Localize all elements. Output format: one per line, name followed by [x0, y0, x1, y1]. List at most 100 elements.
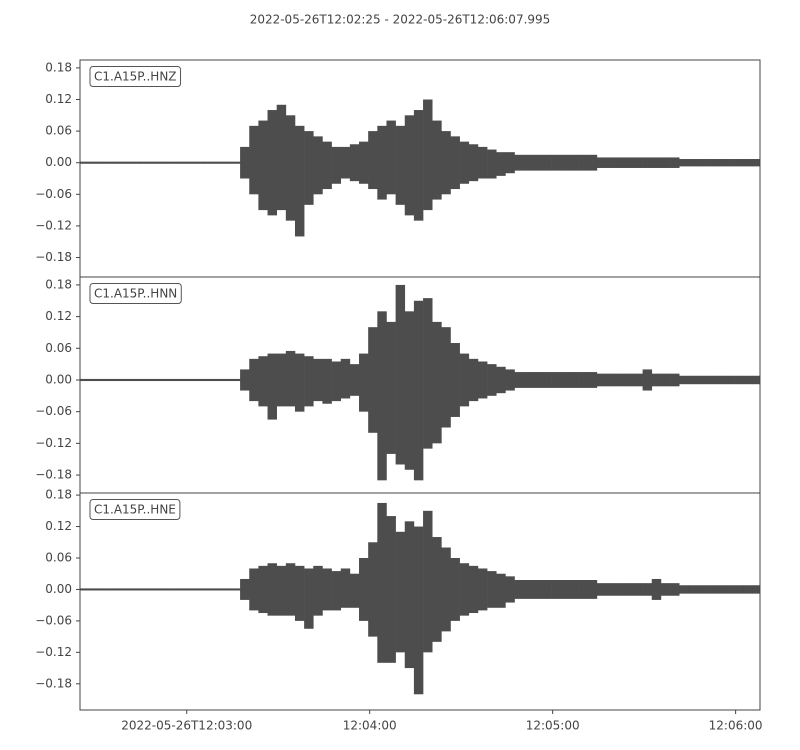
waveform-envelope [395, 125, 406, 205]
waveform-envelope [267, 563, 277, 616]
waveform-envelope [615, 373, 625, 387]
y-tick-label: 0.00 [45, 372, 72, 386]
waveform-envelope [93, 588, 104, 591]
waveform-envelope [322, 358, 332, 404]
y-tick-label: −0.06 [35, 404, 72, 418]
waveform-envelope [359, 353, 369, 412]
waveform-envelope [340, 358, 351, 399]
waveform-envelope [395, 531, 406, 653]
waveform-envelope [176, 378, 186, 382]
waveform-envelope [203, 588, 213, 591]
trace-label-box [89, 66, 182, 87]
waveform-envelope [697, 375, 707, 385]
trace-label: C1.A15P..HNE [94, 503, 176, 517]
waveform-envelope [368, 542, 378, 637]
waveform-envelope [551, 154, 561, 171]
waveform-envelope [368, 131, 378, 190]
waveform-envelope [102, 161, 113, 164]
waveform-envelope [230, 161, 241, 164]
waveform-envelope [322, 568, 332, 611]
waveform-envelope [276, 565, 287, 616]
waveform-envelope [240, 578, 250, 600]
trace-label-box [89, 499, 181, 520]
waveform-envelope [349, 144, 360, 182]
waveform-envelope [194, 378, 204, 382]
waveform-envelope [587, 580, 598, 599]
y-tick-label: 0.12 [45, 519, 72, 533]
waveform-envelope [148, 588, 159, 591]
waveform-envelope [560, 372, 570, 388]
waveform-envelope [688, 159, 698, 167]
waveform-envelope [139, 161, 149, 164]
waveform-envelope [203, 378, 213, 382]
waveform-envelope [212, 161, 223, 164]
waveform-envelope [258, 120, 268, 211]
waveform-envelope [697, 159, 707, 167]
waveform-envelope [541, 154, 552, 171]
waveform-envelope [670, 583, 680, 596]
waveform-envelope [523, 580, 534, 599]
waveform-envelope [249, 125, 259, 195]
waveform-envelope [715, 159, 726, 167]
waveform-envelope [551, 372, 561, 388]
waveform-envelope [541, 580, 552, 599]
waveform-envelope [487, 364, 497, 396]
y-tick-label: −0.12 [35, 645, 72, 659]
waveform-envelope [651, 373, 662, 387]
waveform-envelope [404, 115, 415, 216]
waveform-envelope [477, 568, 488, 611]
waveform-envelope [102, 378, 113, 382]
waveform-envelope [642, 369, 653, 391]
y-tick-label: 0.18 [45, 488, 72, 502]
waveform-envelope [715, 585, 726, 594]
waveform-envelope [377, 125, 387, 200]
y-tick-label: −0.12 [35, 218, 72, 232]
waveform-envelope [80, 588, 85, 591]
waveform-envelope [386, 516, 396, 663]
waveform-envelope [166, 161, 177, 164]
trace [80, 99, 760, 237]
waveform-envelope [642, 157, 653, 168]
waveform-envelope [157, 161, 168, 164]
waveform-envelope [633, 583, 643, 596]
waveform-envelope [734, 585, 744, 594]
waveform-envelope [578, 372, 589, 388]
waveform-envelope [285, 115, 296, 221]
waveform-envelope [441, 327, 451, 428]
waveform-envelope [706, 159, 717, 167]
waveform-envelope [724, 159, 735, 167]
waveform-envelope [294, 565, 305, 621]
waveform-envelope [569, 154, 579, 171]
waveform-envelope [377, 502, 387, 663]
waveform-envelope [130, 161, 140, 164]
waveform-envelope [230, 588, 241, 591]
waveform-envelope [112, 588, 122, 591]
y-tick-label: 0.12 [45, 309, 72, 323]
waveform-envelope [230, 378, 241, 382]
waveform-envelope [651, 157, 662, 168]
waveform-envelope [496, 152, 506, 176]
waveform-envelope [331, 571, 342, 611]
waveform-envelope [587, 154, 598, 171]
waveform-envelope [130, 588, 140, 591]
y-tick-label: 0.00 [45, 155, 72, 169]
waveform-envelope [185, 588, 195, 591]
waveform-envelope [404, 521, 415, 669]
waveform-envelope [130, 378, 140, 382]
waveform-envelope [121, 378, 131, 382]
waveform-envelope [276, 104, 287, 211]
y-tick-label: −0.18 [35, 468, 72, 482]
waveform-envelope [340, 568, 351, 608]
waveform-envelope [258, 356, 268, 407]
y-tick-label: 0.18 [45, 277, 72, 291]
waveform-envelope [670, 157, 680, 168]
waveform-envelope [139, 588, 149, 591]
waveform-envelope [633, 373, 643, 387]
waveform-envelope [569, 372, 579, 388]
waveform-envelope [240, 369, 250, 391]
waveform-envelope [633, 157, 643, 168]
waveform-envelope [322, 141, 332, 190]
y-tick-label: 0.06 [45, 124, 72, 138]
waveform-envelope [267, 353, 277, 420]
waveform-envelope [185, 161, 195, 164]
